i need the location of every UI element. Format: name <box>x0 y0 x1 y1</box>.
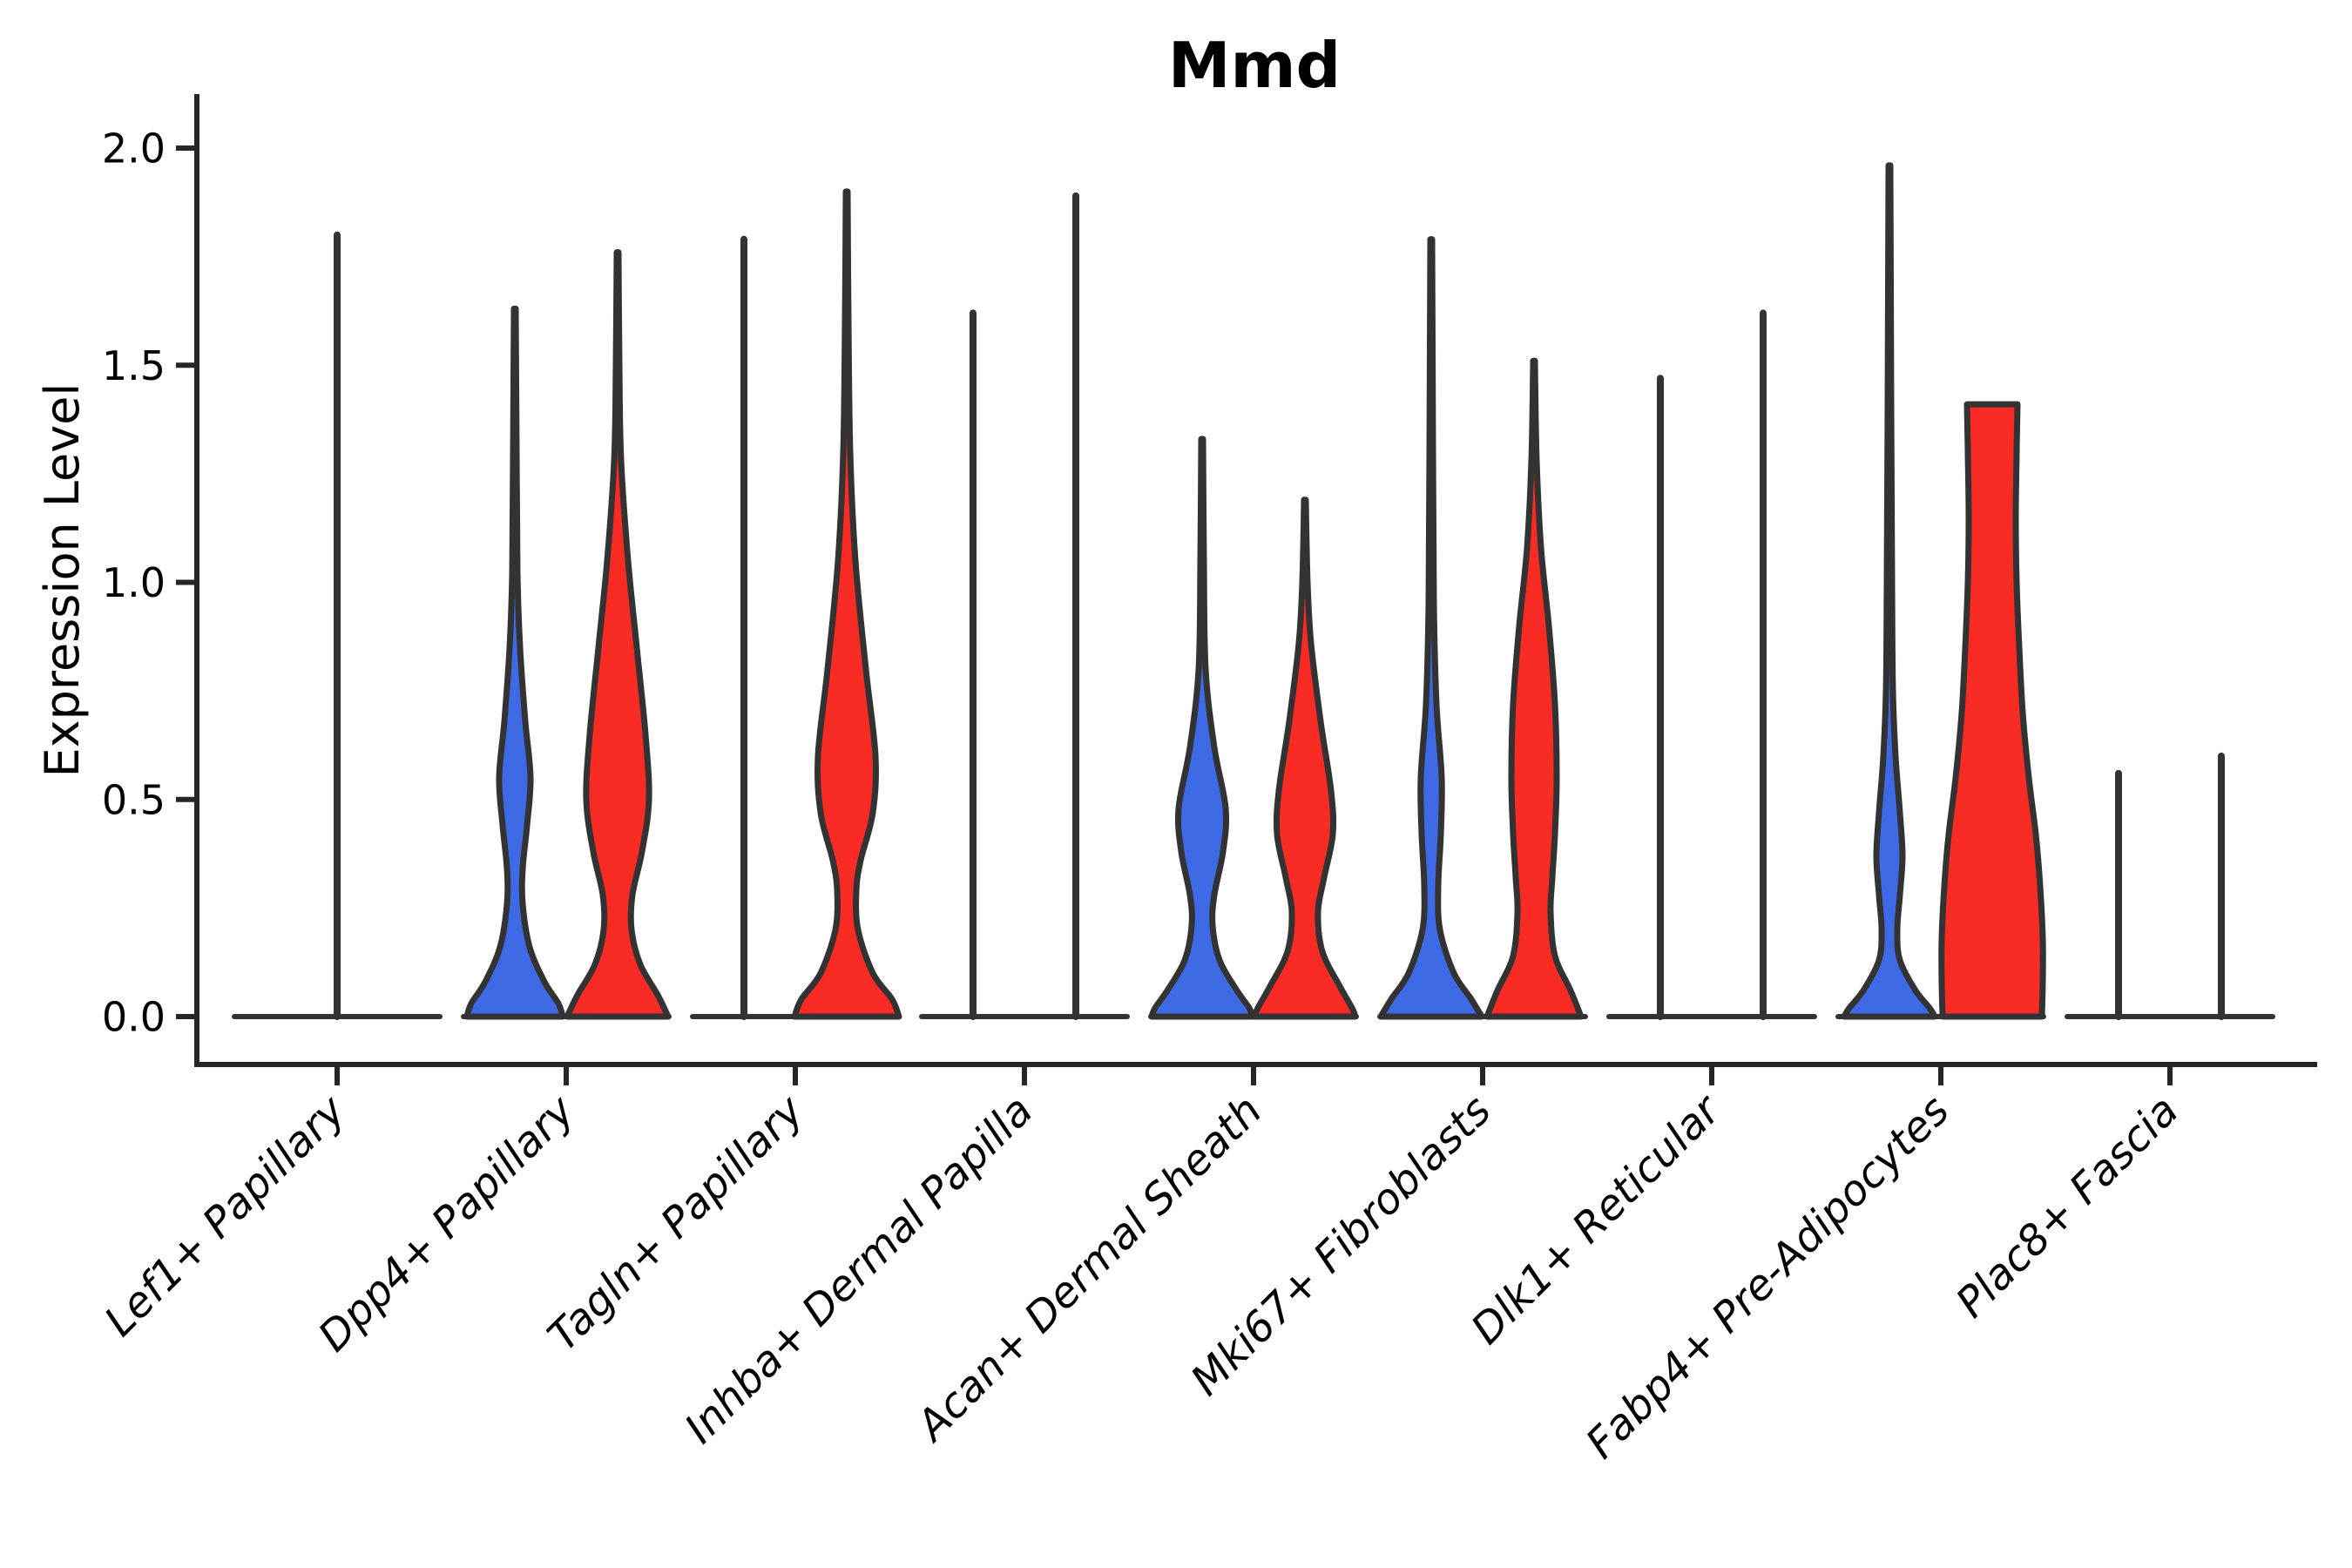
x-tick-label: Tagln+ Papillary <box>538 1085 814 1361</box>
y-tick-label: 0.5 <box>102 776 166 823</box>
chart-title: Mmd <box>1168 29 1341 102</box>
violin-body-red <box>1938 401 2046 1020</box>
x-tick-label: Dpp4+ Papillary <box>309 1085 585 1361</box>
violin-body-blue <box>1377 236 1485 1020</box>
violin-body-red <box>1484 357 1585 1020</box>
x-tick-label: Lef1+ Papillary <box>95 1085 355 1346</box>
violin-body-blue <box>1841 162 1938 1020</box>
violin-body-blue <box>463 305 566 1020</box>
y-tick-label: 1.0 <box>102 559 166 606</box>
violin-body-red <box>1251 497 1359 1020</box>
x-tick-label: Dlk1+ Reticular <box>1462 1085 1732 1355</box>
y-tick-label: 2.0 <box>102 125 166 172</box>
y-tick-label: 1.5 <box>102 342 166 389</box>
violin-body-red <box>564 249 672 1020</box>
y-tick-label: 0.0 <box>102 994 166 1041</box>
y-axis-label: Expression Level <box>35 383 90 778</box>
violin-body-red <box>791 188 902 1020</box>
x-tick-label: Fabp4+ Pre-Adipocytes <box>1577 1086 1959 1469</box>
x-tick-label: Plac8+ Fascia <box>1947 1086 2188 1328</box>
violin-body-blue <box>1148 436 1256 1020</box>
